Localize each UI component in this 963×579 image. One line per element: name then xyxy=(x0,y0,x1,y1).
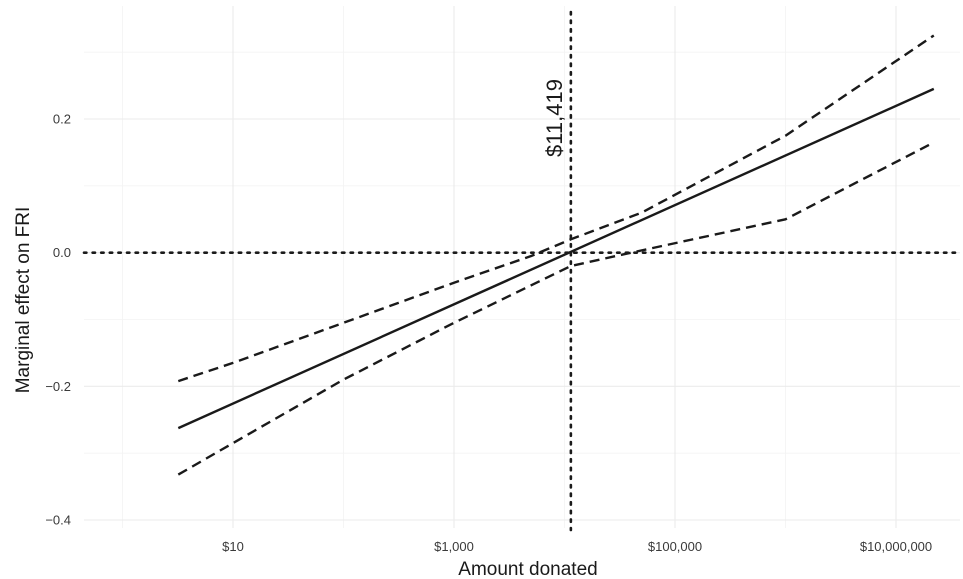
series-lines xyxy=(177,34,935,476)
y-tick-labels: −0.4 −0.2 0.0 0.2 xyxy=(45,112,71,528)
minor-gridlines xyxy=(84,6,960,528)
x-axis-title: Amount donated xyxy=(458,559,597,579)
y-tick-label: −0.4 xyxy=(45,513,71,528)
threshold-label: $11,419 xyxy=(542,79,567,157)
y-tick-label: −0.2 xyxy=(45,379,71,394)
reference-lines xyxy=(82,10,962,532)
x-tick-label: $10 xyxy=(222,539,244,554)
confidence-bound-line xyxy=(177,141,935,476)
annotations: $11,419 xyxy=(542,79,567,157)
major-gridlines xyxy=(84,6,960,528)
y-axis-title: Marginal effect on FRI xyxy=(13,207,34,394)
estimate-line xyxy=(177,87,935,430)
y-tick-label: 0.0 xyxy=(53,245,71,260)
x-tick-labels: $10 $1,000 $100,000 $10,000,000 xyxy=(222,539,932,554)
x-tick-label: $1,000 xyxy=(434,539,474,554)
x-tick-label: $100,000 xyxy=(648,539,702,554)
y-tick-label: 0.2 xyxy=(53,112,71,127)
x-tick-label: $10,000,000 xyxy=(860,539,932,554)
confidence-bound-line xyxy=(177,34,935,383)
